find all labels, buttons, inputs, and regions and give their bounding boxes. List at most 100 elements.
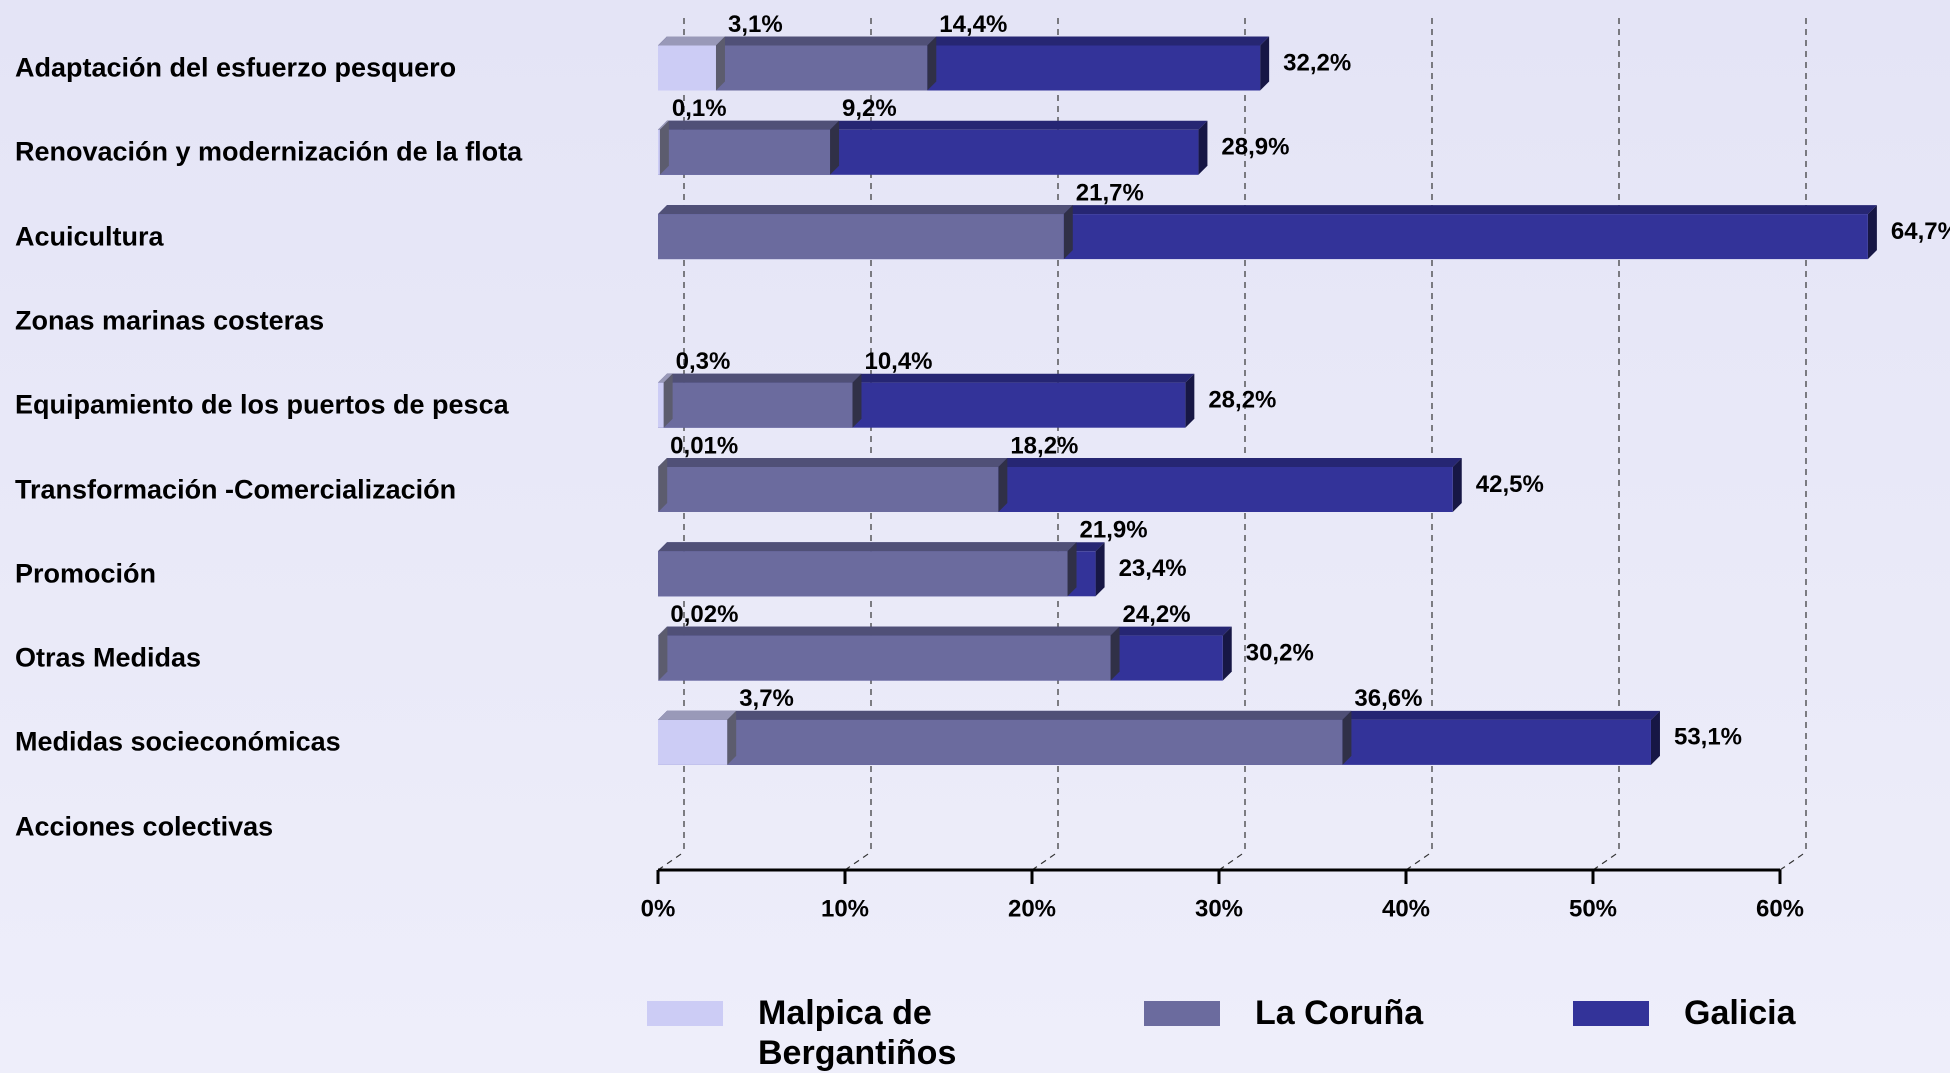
bar-side <box>1452 458 1462 512</box>
bar-side <box>1198 120 1208 175</box>
bar-side <box>1342 710 1352 765</box>
legend-swatch <box>1573 1001 1649 1026</box>
legend-label: Malpica de Bergantiños <box>758 994 957 1072</box>
value-label: 9,2% <box>842 95 897 122</box>
bar-top <box>658 36 937 46</box>
value-label: 21,9% <box>1080 517 1148 544</box>
bar-side <box>727 710 737 765</box>
bar-top <box>658 710 737 720</box>
grid-depth <box>1592 851 1620 871</box>
bar <box>658 719 1343 765</box>
bar-side <box>852 373 862 428</box>
bar-side <box>1260 36 1270 91</box>
grid-depth <box>844 851 872 871</box>
category-label: Adaptación del esfuerzo pesquero <box>15 52 457 83</box>
bar <box>658 635 1111 681</box>
value-label: 42,5% <box>1476 471 1544 498</box>
bar-top <box>658 626 668 636</box>
value-label: 30,2% <box>1246 639 1314 666</box>
grid-depth <box>1218 851 1246 871</box>
legend-label: Galicia <box>1684 994 1796 1032</box>
bar-top <box>658 120 669 130</box>
bar-top <box>658 373 673 383</box>
value-label: 53,1% <box>1674 724 1742 751</box>
bar-top <box>658 373 862 383</box>
value-label: 28,9% <box>1221 134 1289 161</box>
category-label: Medidas socieconómicas <box>15 726 341 757</box>
bar <box>658 719 728 765</box>
bar <box>658 382 853 428</box>
category-label: Promoción <box>15 558 157 589</box>
value-label: 36,6% <box>1354 685 1422 712</box>
bar-side <box>1185 373 1195 428</box>
value-label: 0,01% <box>670 432 738 459</box>
category-label: Equipamiento de los puertos de pesca <box>15 389 509 420</box>
legend-swatch <box>1144 1001 1220 1026</box>
bar-top <box>658 626 1120 636</box>
bar-side <box>830 120 840 175</box>
bar-side <box>1063 205 1073 260</box>
value-label: 3,1% <box>728 11 783 38</box>
bar-top <box>658 36 725 46</box>
value-label: 18,2% <box>1010 432 1078 459</box>
bar-top <box>658 458 1008 467</box>
x-tick-label: 30% <box>1195 895 1243 922</box>
bar-side <box>927 36 937 91</box>
bar-side <box>663 373 673 428</box>
value-label: 21,7% <box>1076 179 1144 206</box>
bar <box>658 467 999 512</box>
value-label: 3,7% <box>739 685 794 712</box>
bar-side <box>1110 626 1120 681</box>
value-label: 10,4% <box>864 348 932 375</box>
bar <box>658 551 1068 597</box>
x-tick-label: 40% <box>1382 895 1430 922</box>
bar-side <box>1095 542 1105 597</box>
bar-side <box>658 458 668 512</box>
x-tick-label: 50% <box>1569 895 1617 922</box>
bar-top <box>658 120 840 130</box>
x-tick-label: 20% <box>1008 895 1056 922</box>
bar-top <box>658 205 1073 215</box>
bar-side <box>659 120 669 175</box>
bar-side <box>1650 710 1660 765</box>
x-tick-label: 60% <box>1756 895 1804 922</box>
bar-side <box>1067 542 1077 597</box>
bar-top <box>658 458 668 467</box>
grid-depth <box>1031 851 1059 871</box>
category-label: Renovación y modernización de la flota <box>15 136 523 167</box>
bar-top <box>658 542 1077 552</box>
category-label: Zonas marinas costeras <box>15 305 325 336</box>
value-label: 28,2% <box>1208 387 1276 414</box>
value-label: 64,7% <box>1891 218 1950 245</box>
x-tick-label: 10% <box>821 895 869 922</box>
category-label: Acciones colectivas <box>15 811 274 842</box>
legend-swatch <box>647 1001 723 1026</box>
value-label: 0,02% <box>670 601 738 628</box>
bar-side <box>1867 205 1877 260</box>
category-label: Transformación -Comercialización <box>15 474 457 504</box>
bar <box>658 214 1064 260</box>
x-tick-label: 0% <box>641 895 676 922</box>
bar <box>658 45 716 91</box>
bar-top <box>658 710 1352 720</box>
grid-depth <box>657 851 685 871</box>
grid-depth <box>1779 851 1807 871</box>
category-label: Acuicultura <box>15 221 164 252</box>
value-label: 14,4% <box>939 11 1007 38</box>
bar-side <box>658 626 668 681</box>
value-label: 24,2% <box>1123 601 1191 628</box>
bar <box>658 129 831 175</box>
legend-label: La Coruña <box>1255 994 1424 1032</box>
value-label: 0,3% <box>676 348 731 375</box>
bar-side <box>998 458 1008 512</box>
value-label: 23,4% <box>1119 555 1187 582</box>
bar <box>658 129 660 175</box>
bar <box>658 382 664 428</box>
value-label: 32,2% <box>1283 49 1351 76</box>
grid-depth <box>1405 851 1433 871</box>
bar-side <box>715 36 725 91</box>
value-label: 0,1% <box>672 95 727 122</box>
bar-side <box>1222 626 1232 681</box>
